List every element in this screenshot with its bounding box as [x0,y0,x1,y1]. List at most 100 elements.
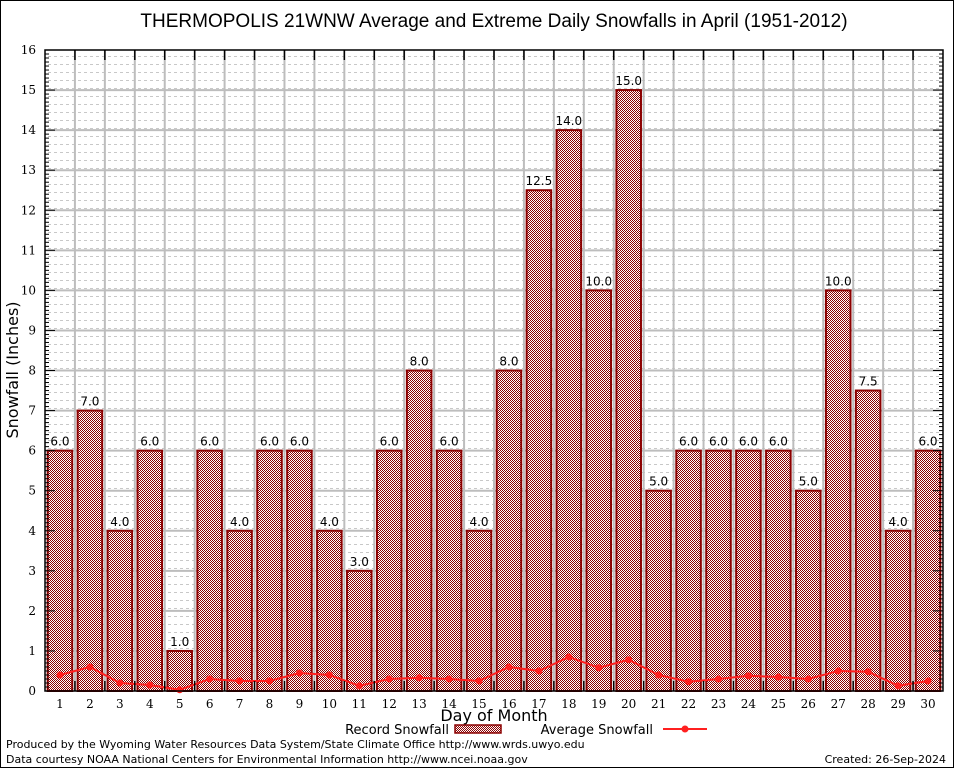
bar-label-day-12: 6.0 [380,435,399,449]
y-tick-label: 7 [28,404,36,418]
y-tick-label: 9 [28,323,36,337]
x-tick-label: 9 [296,697,304,711]
average-point-day-22 [685,678,693,686]
bar-record-day-29 [884,529,912,692]
y-tick-label: 3 [28,564,36,578]
bar-label-day-19: 10.0 [585,274,612,288]
bar-label-day-11: 3.0 [350,555,369,569]
y-tick-label: 8 [28,364,36,378]
bar-record-day-28 [854,389,882,692]
bar-label-day-6: 6.0 [200,435,219,449]
bar-label-day-29: 4.0 [889,515,908,529]
grid [45,50,943,691]
x-tick-label: 10 [322,697,337,711]
bar-record-day-3 [106,529,134,692]
x-tick-label: 28 [861,697,876,711]
bar-record-day-25 [765,449,792,692]
average-point-day-10 [325,671,333,679]
footer-data-courtesy: Data courtesy NOAA National Centers for … [6,753,528,766]
x-tick-label: 26 [801,697,816,711]
x-tick-label: 24 [741,697,757,711]
average-line [56,653,932,694]
bar-label-day-8: 6.0 [260,435,279,449]
x-tick-label: 15 [471,697,486,711]
average-point-day-24 [744,672,752,680]
y-tick-label: 0 [28,684,36,698]
bar-record-day-4 [136,449,164,692]
average-point-day-18 [565,653,573,661]
bar-label-day-16: 8.0 [499,355,518,369]
bar-record-day-9 [286,449,313,692]
average-point-day-5 [176,686,184,694]
y-axis-label: Snowfall (Inches) [3,301,22,438]
bar-record-day-27 [824,289,852,692]
bar-label-day-13: 8.0 [410,355,429,369]
x-tick-label: 6 [206,697,214,711]
x-tick-label: 14 [441,697,457,711]
y-tick-label: 13 [21,163,36,177]
x-tick-label: 8 [266,697,274,711]
bar-label-day-22: 6.0 [679,435,698,449]
average-point-day-16 [505,663,513,671]
x-tick-label: 27 [831,697,846,711]
bar-label-day-5: 1.0 [170,635,189,649]
bar-labels: 6.0 7.0 4.0 6.0 1.0 6.0 4.0 6.0 6.0 4.0 3.0 6.0 8.0 6… [50,74,937,649]
x-axis-label: Day of Month [440,706,547,725]
x-tick-label: 3 [116,697,124,711]
bar-label-day-14: 6.0 [440,435,459,449]
average-point-day-6 [206,675,214,683]
bar-record-day-20 [615,89,642,692]
x-tick-label: 18 [561,697,576,711]
x-tick-label: 2 [86,697,94,711]
bar-label-day-3: 4.0 [110,515,129,529]
bar-record-day-26 [795,489,822,692]
bar-label-day-27: 10.0 [825,274,852,288]
x-tick-label: 29 [890,697,905,711]
average-point-day-28 [864,668,872,676]
y-tick-label: 11 [21,243,36,257]
legend-marker-average [681,725,689,733]
average-point-day-21 [655,671,663,679]
y-tick-label: 2 [28,604,36,618]
axes [44,49,944,692]
x-tick-label: 23 [711,697,726,711]
bar-record-day-16 [495,369,523,692]
footer-created: Created: 26-Sep-2024 [825,753,946,766]
average-snowfall-line [59,655,929,691]
y-tick-label: 16 [21,43,36,57]
average-point-day-9 [295,669,303,677]
bar-label-day-10: 4.0 [320,515,339,529]
x-tick-label: 19 [591,697,606,711]
bar-record-day-6 [196,449,223,692]
bar-record-day-5 [166,649,193,692]
bar-record-day-22 [675,449,702,692]
x-tick-label: 12 [382,697,397,711]
legend-swatch-record [454,724,502,734]
x-tick-label: 5 [176,697,184,711]
y-tick-label: 15 [21,83,36,97]
x-tick-label: 16 [501,697,516,711]
average-point-day-30 [924,677,932,685]
bar-record-day-14 [435,449,463,692]
bar-record-day-13 [405,369,433,692]
legend-label-record: Record Snowfall [345,723,449,738]
bar-record-day-21 [645,489,672,692]
bar-record-day-10 [316,529,343,692]
average-point-day-23 [715,675,722,683]
y-tick-label: 5 [28,484,36,498]
bar-record-day-7 [226,529,253,692]
bar-record-day-12 [375,449,403,692]
bar-label-day-28: 7.5 [859,375,878,389]
bar-label-day-26: 5.0 [799,475,818,489]
bar-label-day-30: 6.0 [918,435,937,449]
y-tick-label: 10 [21,283,36,297]
bar-label-day-23: 6.0 [709,435,728,449]
average-point-day-20 [625,656,633,664]
bar-record-day-19 [585,289,613,692]
average-point-day-14 [445,675,453,683]
bar-label-day-4: 6.0 [140,435,159,449]
x-tick-label: 22 [681,697,696,711]
average-point-day-13 [415,674,423,682]
